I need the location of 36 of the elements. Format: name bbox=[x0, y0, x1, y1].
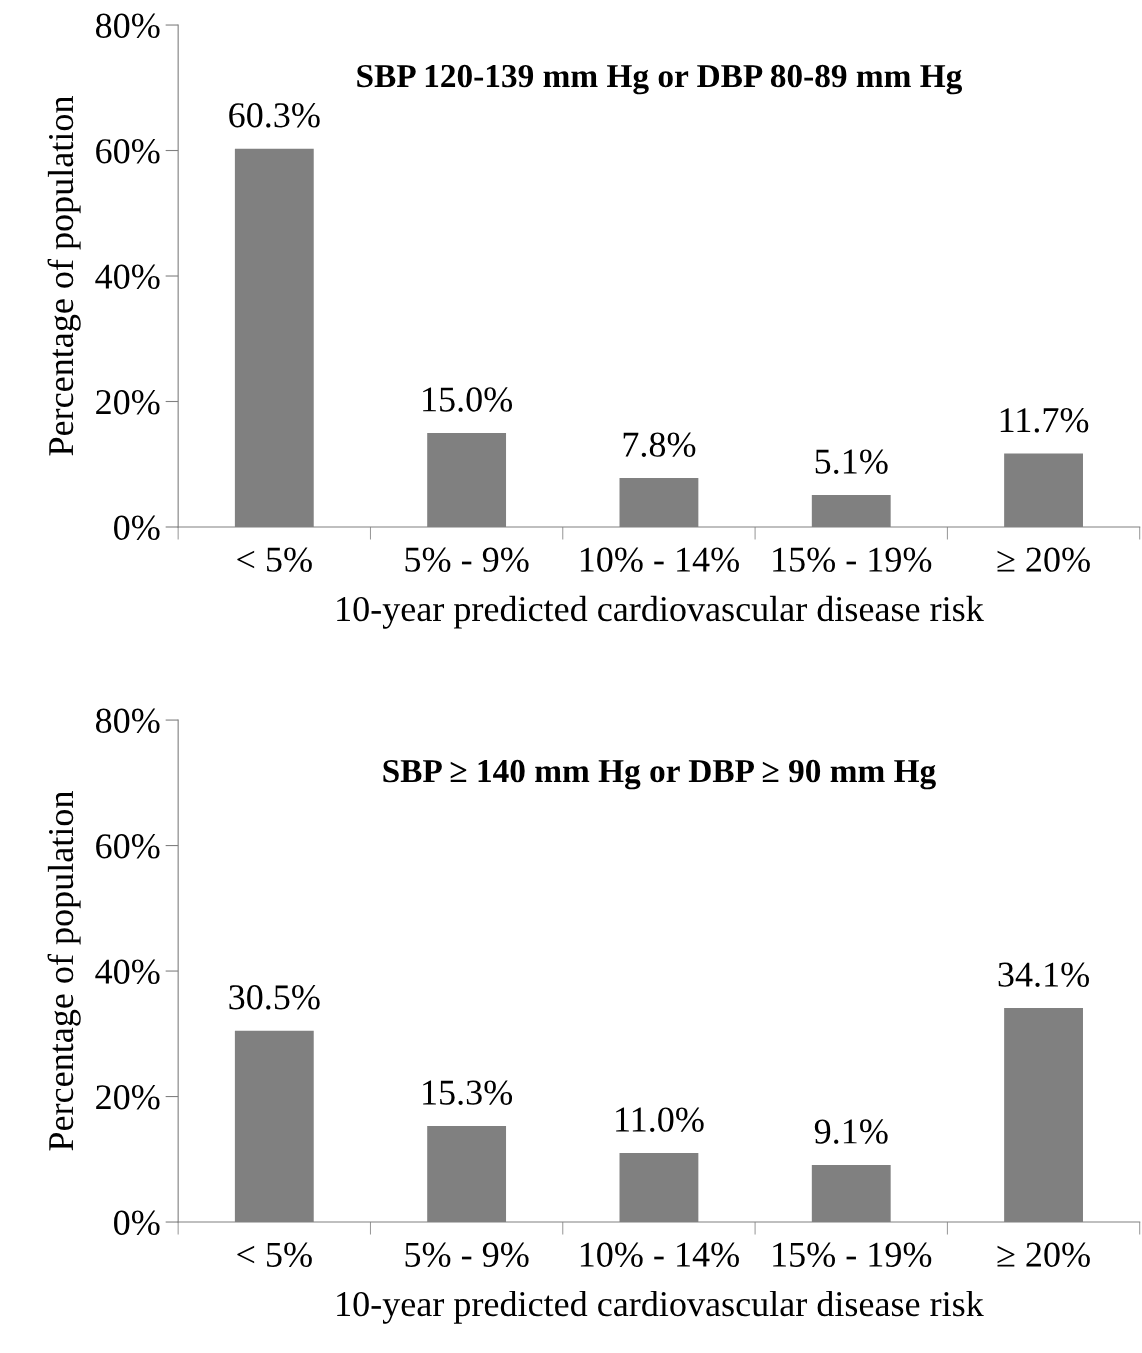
data-label: 11.0% bbox=[616, 1107, 704, 1132]
data-label: 5.1% bbox=[815, 449, 888, 474]
data-label: 30.5% bbox=[229, 985, 320, 1010]
x-tick-label: 10% - 14% bbox=[580, 1242, 739, 1268]
y-tick-label: 60% bbox=[96, 834, 160, 859]
x-tick-label: 15% - 19% bbox=[773, 1242, 932, 1268]
data-label: 15.0% bbox=[423, 387, 513, 412]
y-tick-label: 20% bbox=[96, 1085, 160, 1110]
x-tick-label: < 5% bbox=[237, 547, 312, 572]
x-tick-label: 15% - 19% bbox=[773, 547, 932, 572]
y-tick-label: 80% bbox=[95, 13, 160, 39]
y-axis-title: Percentage of population bbox=[47, 791, 81, 1151]
data-label: 15.3% bbox=[423, 1080, 513, 1105]
y-tick-label: 20% bbox=[96, 390, 160, 415]
x-axis-title: 10-year predicted cardiovascular disease risk bbox=[337, 1290, 984, 1324]
data-label: 60.3% bbox=[229, 103, 320, 128]
y-tick-label: 40% bbox=[95, 264, 160, 290]
y-tick-label: 0% bbox=[114, 1210, 160, 1236]
data-label: 7.8% bbox=[623, 432, 696, 457]
y-tick-label: 60% bbox=[96, 139, 160, 164]
y-tick-label: 80% bbox=[95, 708, 160, 734]
data-label: 34.1% bbox=[998, 962, 1089, 987]
x-tick-label: < 5% bbox=[237, 1242, 312, 1268]
x-tick-label: 10% - 14% bbox=[580, 547, 739, 572]
data-label: 11.7% bbox=[1000, 407, 1089, 433]
x-axis-title: 10-year predicted cardiovascular disease risk bbox=[337, 595, 984, 629]
y-axis-title: Percentage of population bbox=[47, 96, 81, 456]
text: SBP ≥ 140 mm Hg or DBP ≥ 90 mm Hg bbox=[383, 759, 936, 790]
y-tick-label: 0% bbox=[114, 515, 160, 540]
text: SBP 120-139 mm Hg or DBP 80-89 mm Hg bbox=[357, 64, 963, 95]
data-label: 9.1% bbox=[814, 1119, 888, 1144]
x-tick-label: ≥ 20% bbox=[997, 1242, 1090, 1268]
x-tick-label: 5% - 9% bbox=[405, 547, 529, 572]
x-tick-label: 5% - 9% bbox=[405, 1242, 529, 1268]
y-tick-label: 40% bbox=[95, 959, 160, 985]
x-tick-label: ≥ 20% bbox=[997, 547, 1090, 572]
